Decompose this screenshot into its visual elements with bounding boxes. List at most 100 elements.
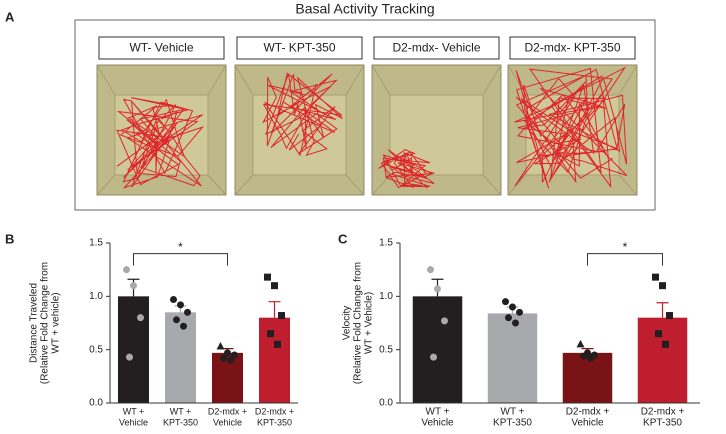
track — [116, 97, 205, 189]
x-tick-label: WT + — [501, 407, 525, 418]
y-axis-label: (Relative Fold Change from — [40, 262, 51, 384]
significance-label: * — [178, 240, 183, 254]
x-tick-label: KPT-350 — [163, 417, 198, 427]
data-point — [441, 317, 448, 325]
y-axis-label: (Relative Fold Change from — [353, 262, 364, 384]
bar — [258, 317, 291, 403]
arena-edge — [207, 64, 227, 96]
data-point — [173, 316, 180, 324]
x-tick-label: Vehicle — [571, 418, 604, 429]
track — [378, 149, 435, 189]
track — [262, 72, 344, 157]
data-point — [278, 312, 285, 320]
y-tick-label: 0.5 — [89, 344, 103, 355]
arena-edge — [234, 64, 254, 96]
data-point — [184, 308, 191, 316]
x-tick-label: WT + — [426, 407, 450, 418]
data-point — [427, 266, 434, 274]
condition-label: WT- KPT-350 — [263, 41, 335, 55]
x-tick-label: D2-mdx + — [208, 406, 247, 416]
arena-edge — [345, 174, 365, 196]
data-point — [231, 351, 238, 359]
data-point — [587, 354, 594, 362]
y-axis-label: WT + vehicle) — [51, 292, 62, 353]
data-point — [666, 312, 673, 320]
data-point — [580, 352, 587, 360]
x-tick-label: KPT-350 — [257, 417, 292, 427]
data-point — [576, 339, 585, 348]
data-point — [220, 354, 227, 362]
data-point — [659, 282, 666, 290]
significance-bracket — [133, 253, 228, 266]
x-tick-label: D2-mdx + — [255, 406, 294, 416]
y-tick-label: 1.5 — [89, 238, 103, 249]
data-point — [509, 303, 516, 311]
arena-edge — [96, 64, 116, 96]
panel-frame — [74, 19, 656, 211]
data-point — [267, 330, 274, 338]
y-tick-label: 1.0 — [89, 291, 103, 302]
arena-edge — [371, 64, 391, 96]
bar — [412, 296, 463, 403]
data-point — [130, 282, 137, 290]
arena-edge — [96, 174, 116, 196]
bar — [487, 313, 538, 403]
bar — [637, 317, 688, 403]
data-point — [430, 353, 437, 361]
track — [514, 66, 628, 189]
condition-label: WT- Vehicle — [129, 41, 193, 55]
arena-edge — [482, 64, 502, 96]
y-tick-label: 0.0 — [379, 398, 393, 409]
data-point — [227, 356, 234, 364]
data-point — [512, 319, 519, 327]
y-tick-label: 0.5 — [379, 344, 393, 355]
x-tick-label: Vehicle — [213, 417, 242, 427]
data-point — [180, 322, 187, 330]
bar — [562, 352, 613, 403]
panel-label: C — [338, 231, 348, 246]
figure-title: Basal Activity Tracking — [295, 1, 434, 17]
data-point — [216, 341, 225, 350]
x-tick-label: D2-mdx + — [566, 407, 610, 418]
data-point — [126, 353, 133, 361]
arena-edge — [345, 64, 365, 96]
condition-box — [98, 36, 225, 60]
panel-label: B — [5, 231, 14, 246]
significance-label: * — [623, 240, 628, 254]
x-tick-label: KPT-350 — [643, 418, 682, 429]
data-point — [271, 282, 278, 290]
arena-edge — [234, 174, 254, 196]
data-point — [137, 314, 144, 322]
error-bar — [268, 301, 281, 318]
data-point — [123, 266, 130, 274]
x-tick-label: KPT-350 — [493, 418, 532, 429]
condition-box — [373, 36, 500, 60]
arena-edge — [618, 64, 638, 96]
arena-edge — [207, 174, 227, 196]
condition-label: D2-mdx- Vehicle — [392, 41, 480, 55]
condition-label: D2-mdx- KPT-350 — [524, 41, 620, 55]
y-axis-label: WT + Vehicle) — [364, 292, 375, 354]
arena-edge — [618, 174, 638, 196]
data-point — [170, 296, 177, 304]
x-tick-label: WT + — [123, 406, 145, 416]
arena-edge — [507, 174, 527, 196]
x-tick-label: Vehicle — [119, 417, 148, 427]
arena-edge — [482, 174, 502, 196]
y-axis-label: Distance Traveled — [29, 283, 40, 363]
data-point — [274, 340, 281, 348]
data-point — [177, 301, 184, 309]
data-point — [652, 273, 659, 281]
y-tick-label: 1.5 — [379, 238, 393, 249]
error-bar — [656, 302, 669, 318]
panel-label: A — [5, 9, 15, 24]
condition-box — [509, 36, 636, 60]
data-point — [655, 330, 662, 338]
data-point — [224, 349, 231, 357]
x-tick-label: WT + — [170, 406, 192, 416]
x-tick-label: D2-mdx + — [641, 407, 685, 418]
data-point — [264, 273, 271, 281]
data-point — [662, 340, 669, 348]
x-tick-label: Vehicle — [421, 418, 454, 429]
